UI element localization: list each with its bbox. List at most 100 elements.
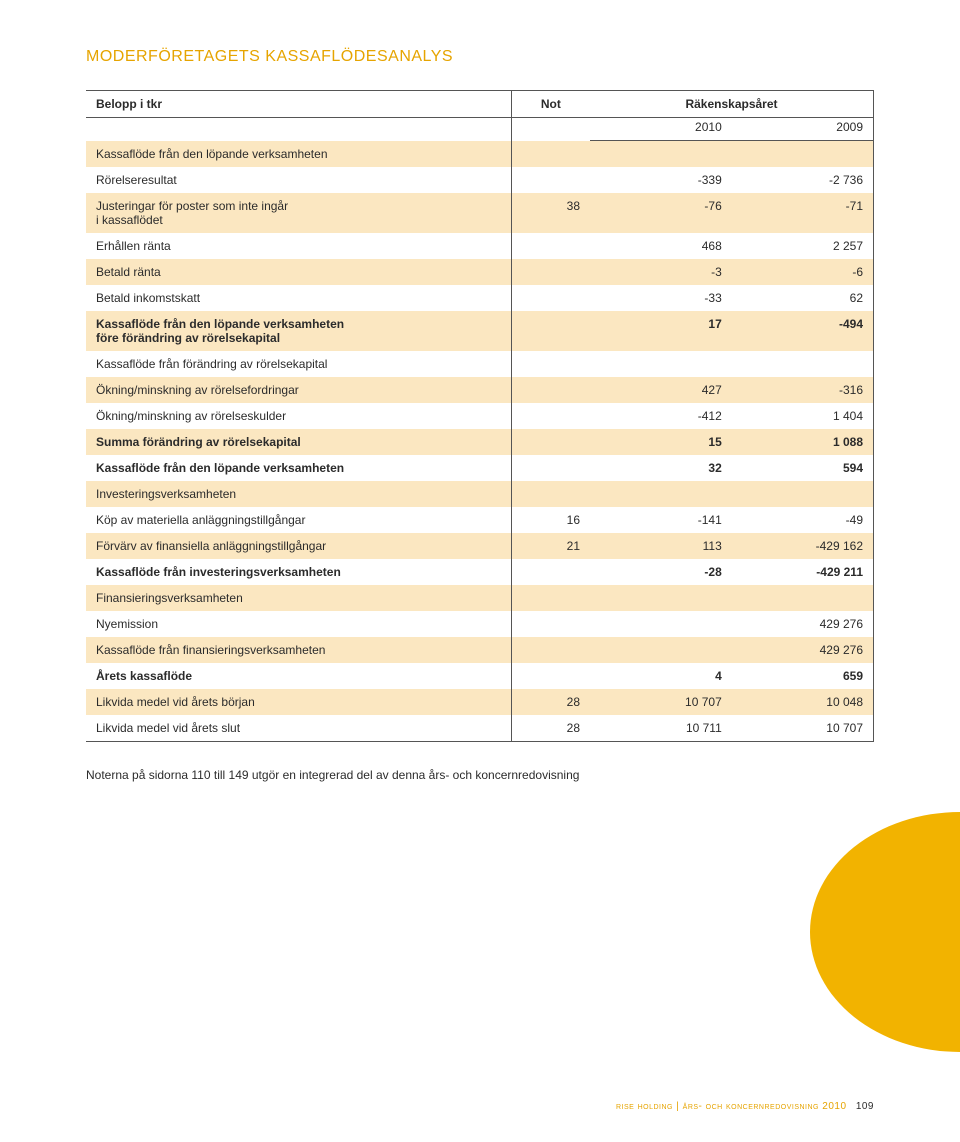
row-y1: -33 bbox=[590, 285, 732, 311]
row-not: 28 bbox=[511, 689, 590, 715]
page-footer: rise holding | års- och koncernredovisni… bbox=[616, 1101, 874, 1112]
header-year2: 2009 bbox=[732, 118, 874, 141]
row-not bbox=[511, 611, 590, 637]
row-not bbox=[511, 559, 590, 585]
row-not bbox=[511, 141, 590, 167]
row-label: Justeringar för poster som inte ingår i … bbox=[86, 193, 511, 233]
row-y1: 10 711 bbox=[590, 715, 732, 742]
page: MODERFÖRETAGETS KASSAFLÖDESANALYS Belopp… bbox=[0, 0, 960, 1142]
row-y2: 10 048 bbox=[732, 689, 874, 715]
row-y1: -339 bbox=[590, 167, 732, 193]
table-row: Betald inkomstskatt-3362 bbox=[86, 285, 874, 311]
row-not bbox=[511, 585, 590, 611]
row-y1: 17 bbox=[590, 311, 732, 351]
row-y2: 10 707 bbox=[732, 715, 874, 742]
row-y2: 2 257 bbox=[732, 233, 874, 259]
row-y1: -76 bbox=[590, 193, 732, 233]
row-not bbox=[511, 637, 590, 663]
row-y2: -429 211 bbox=[732, 559, 874, 585]
row-y1: -412 bbox=[590, 403, 732, 429]
table-row: Likvida medel vid årets början2810 70710… bbox=[86, 689, 874, 715]
table-row: Kassaflöde från den löpande verksamheten… bbox=[86, 455, 874, 481]
page-title: MODERFÖRETAGETS KASSAFLÖDESANALYS bbox=[86, 48, 874, 66]
row-label: Finansieringsverksamheten bbox=[86, 585, 511, 611]
row-y2: -2 736 bbox=[732, 167, 874, 193]
row-label: Likvida medel vid årets slut bbox=[86, 715, 511, 742]
table-row: Kassaflöde från den löpande verksamheten bbox=[86, 141, 874, 167]
row-y2: 659 bbox=[732, 663, 874, 689]
row-not: 38 bbox=[511, 193, 590, 233]
row-y2: 1 088 bbox=[732, 429, 874, 455]
row-not bbox=[511, 311, 590, 351]
table-row: Kassaflöde från den löpande verksamheten… bbox=[86, 311, 874, 351]
row-not bbox=[511, 167, 590, 193]
header-year1: 2010 bbox=[590, 118, 732, 141]
table-row: Likvida medel vid årets slut2810 71110 7… bbox=[86, 715, 874, 742]
row-y1 bbox=[590, 351, 732, 377]
row-label: Investeringsverksamheten bbox=[86, 481, 511, 507]
cashflow-table: Belopp i tkr Not Räkenskapsåret 2010 200… bbox=[86, 90, 874, 742]
row-y1: 468 bbox=[590, 233, 732, 259]
row-y1 bbox=[590, 611, 732, 637]
header-label: Belopp i tkr bbox=[86, 91, 511, 118]
row-y2 bbox=[732, 481, 874, 507]
row-label: Ökning/minskning av rörelsefordringar bbox=[86, 377, 511, 403]
year-spacer-label bbox=[86, 118, 511, 141]
table-row: Kassaflöde från finansieringsverksamhete… bbox=[86, 637, 874, 663]
footer-page-number: 109 bbox=[856, 1101, 874, 1112]
table-row: Kassaflöde från investeringsverksamheten… bbox=[86, 559, 874, 585]
table-row: Förvärv av finansiella anläggningstillgå… bbox=[86, 533, 874, 559]
table-header-row: Belopp i tkr Not Räkenskapsåret bbox=[86, 91, 874, 118]
table-row: Årets kassaflöde4659 bbox=[86, 663, 874, 689]
row-label: Summa förändring av rörelsekapital bbox=[86, 429, 511, 455]
row-label: Förvärv av finansiella anläggningstillgå… bbox=[86, 533, 511, 559]
decorative-blob bbox=[810, 812, 960, 1052]
header-period: Räkenskapsåret bbox=[590, 91, 874, 118]
row-y2: -316 bbox=[732, 377, 874, 403]
row-y1 bbox=[590, 637, 732, 663]
table-row: Rörelseresultat -339-2 736 bbox=[86, 167, 874, 193]
row-y1: -3 bbox=[590, 259, 732, 285]
row-not bbox=[511, 285, 590, 311]
row-y1 bbox=[590, 481, 732, 507]
row-label: Kassaflöde från den löpande verksamheten bbox=[86, 455, 511, 481]
row-y2: 429 276 bbox=[732, 637, 874, 663]
row-y2: 1 404 bbox=[732, 403, 874, 429]
row-y2: -494 bbox=[732, 311, 874, 351]
row-not bbox=[511, 481, 590, 507]
header-not: Not bbox=[511, 91, 590, 118]
row-not bbox=[511, 455, 590, 481]
row-y2: 429 276 bbox=[732, 611, 874, 637]
row-label: Kassaflöde från förändring av rörelsekap… bbox=[86, 351, 511, 377]
table-row: Investeringsverksamheten bbox=[86, 481, 874, 507]
table-row: Köp av materiella anläggningstillgångar1… bbox=[86, 507, 874, 533]
footer-text: rise holding | års- och koncernredovisni… bbox=[616, 1101, 847, 1112]
row-not: 21 bbox=[511, 533, 590, 559]
row-not bbox=[511, 403, 590, 429]
row-not bbox=[511, 429, 590, 455]
row-y1: 427 bbox=[590, 377, 732, 403]
row-y1: -141 bbox=[590, 507, 732, 533]
row-y2: -71 bbox=[732, 193, 874, 233]
row-label: Köp av materiella anläggningstillgångar bbox=[86, 507, 511, 533]
table-row: Ökning/minskning av rörelsefordringar 427… bbox=[86, 377, 874, 403]
table-row: Justeringar för poster som inte ingår i … bbox=[86, 193, 874, 233]
row-label: Kassaflöde från den löpande verksamheten bbox=[86, 141, 511, 167]
row-not: 16 bbox=[511, 507, 590, 533]
row-not bbox=[511, 259, 590, 285]
footnote: Noterna på sidorna 110 till 149 utgör en… bbox=[86, 768, 874, 782]
row-y2: 62 bbox=[732, 285, 874, 311]
row-y2 bbox=[732, 351, 874, 377]
table-body: Kassaflöde från den löpande verksamheten… bbox=[86, 141, 874, 742]
row-y1 bbox=[590, 141, 732, 167]
row-label: Rörelseresultat bbox=[86, 167, 511, 193]
row-label: Kassaflöde från finansieringsverksamhete… bbox=[86, 637, 511, 663]
table-row: Kassaflöde från förändring av rörelsekap… bbox=[86, 351, 874, 377]
row-y1 bbox=[590, 585, 732, 611]
row-y2: -6 bbox=[732, 259, 874, 285]
row-y2: -49 bbox=[732, 507, 874, 533]
row-label: Nyemission bbox=[86, 611, 511, 637]
table-row: Finansieringsverksamheten bbox=[86, 585, 874, 611]
row-y1: -28 bbox=[590, 559, 732, 585]
row-not bbox=[511, 351, 590, 377]
